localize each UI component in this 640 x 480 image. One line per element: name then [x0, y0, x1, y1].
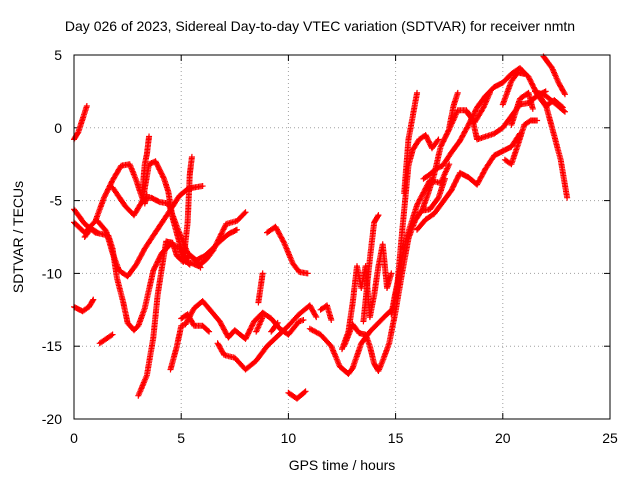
y-axis-label: SDTVAR / TECUs — [10, 180, 26, 294]
plus-marker — [180, 153, 195, 265]
data-series — [139, 133, 153, 192]
plus-marker — [360, 212, 382, 325]
y-tick-label: 5 — [54, 47, 62, 63]
data-series — [401, 89, 421, 197]
x-tick-label: 0 — [70, 430, 78, 446]
tick-labels: 0 5 10 15 20 25 -20 -15 -10 -5 0 5 — [42, 47, 618, 446]
plus-marker — [414, 130, 523, 233]
plus-marker — [285, 388, 309, 402]
plus-marker — [401, 89, 421, 197]
plus-marker — [255, 270, 266, 306]
plus-marker — [141, 191, 150, 207]
data-series — [255, 270, 266, 306]
plus-marker — [341, 175, 448, 374]
data-series — [360, 212, 382, 325]
data-series — [418, 88, 549, 216]
chart-title: Day 026 of 2023, Sidereal Day-to-day VTE… — [64, 18, 576, 34]
plus-marker — [264, 223, 311, 277]
data-series — [285, 388, 309, 402]
data-series — [180, 153, 195, 265]
plot-frame — [73, 54, 611, 420]
plus-marker — [418, 88, 549, 216]
y-tick-label: -15 — [42, 338, 62, 354]
plus-marker — [532, 88, 568, 115]
plus-marker — [214, 302, 320, 373]
data-series — [81, 225, 101, 240]
x-axis-label: GPS time / hours — [288, 457, 396, 473]
plus-marker — [501, 117, 541, 168]
plus-marker — [139, 133, 153, 192]
data-series — [463, 89, 493, 125]
plus-marker — [253, 314, 266, 335]
data-series — [141, 191, 150, 207]
x-tick-label: 20 — [495, 430, 511, 446]
plus-marker — [94, 183, 206, 280]
plus-marker — [540, 53, 568, 98]
plus-marker — [463, 89, 493, 125]
data-series — [214, 302, 320, 373]
plus-marker — [388, 132, 442, 318]
plus-marker — [317, 302, 335, 323]
data-series — [532, 88, 568, 115]
data-series — [508, 89, 536, 128]
data-series — [268, 319, 281, 335]
data-series — [253, 314, 266, 335]
x-tick-label: 15 — [388, 430, 404, 446]
data-series — [317, 302, 335, 323]
data-series — [264, 223, 311, 277]
data-series — [499, 69, 528, 108]
plus-marker — [96, 331, 116, 347]
x-tick-label: 5 — [177, 430, 185, 446]
plus-marker — [446, 89, 461, 131]
data-series — [446, 89, 461, 131]
y-tick-label: -20 — [42, 411, 62, 427]
data-series — [414, 130, 523, 233]
plus-marker — [81, 225, 101, 240]
plus-marker — [499, 69, 528, 108]
y-tick-label: -5 — [50, 193, 63, 209]
data-series — [96, 331, 116, 347]
y-tick-label: 0 — [54, 120, 62, 136]
data-series — [178, 311, 213, 335]
x-tick-label: 10 — [281, 430, 297, 446]
plus-marker — [268, 319, 281, 335]
plus-marker — [508, 89, 536, 128]
data-series — [501, 117, 541, 168]
data-series — [540, 53, 568, 98]
y-tick-label: -10 — [42, 265, 62, 281]
data-series — [94, 183, 206, 280]
data-series — [341, 175, 448, 374]
data-series — [388, 132, 442, 318]
x-tick-label: 25 — [602, 430, 618, 446]
plus-marker — [178, 311, 213, 335]
plot-background — [74, 55, 610, 419]
